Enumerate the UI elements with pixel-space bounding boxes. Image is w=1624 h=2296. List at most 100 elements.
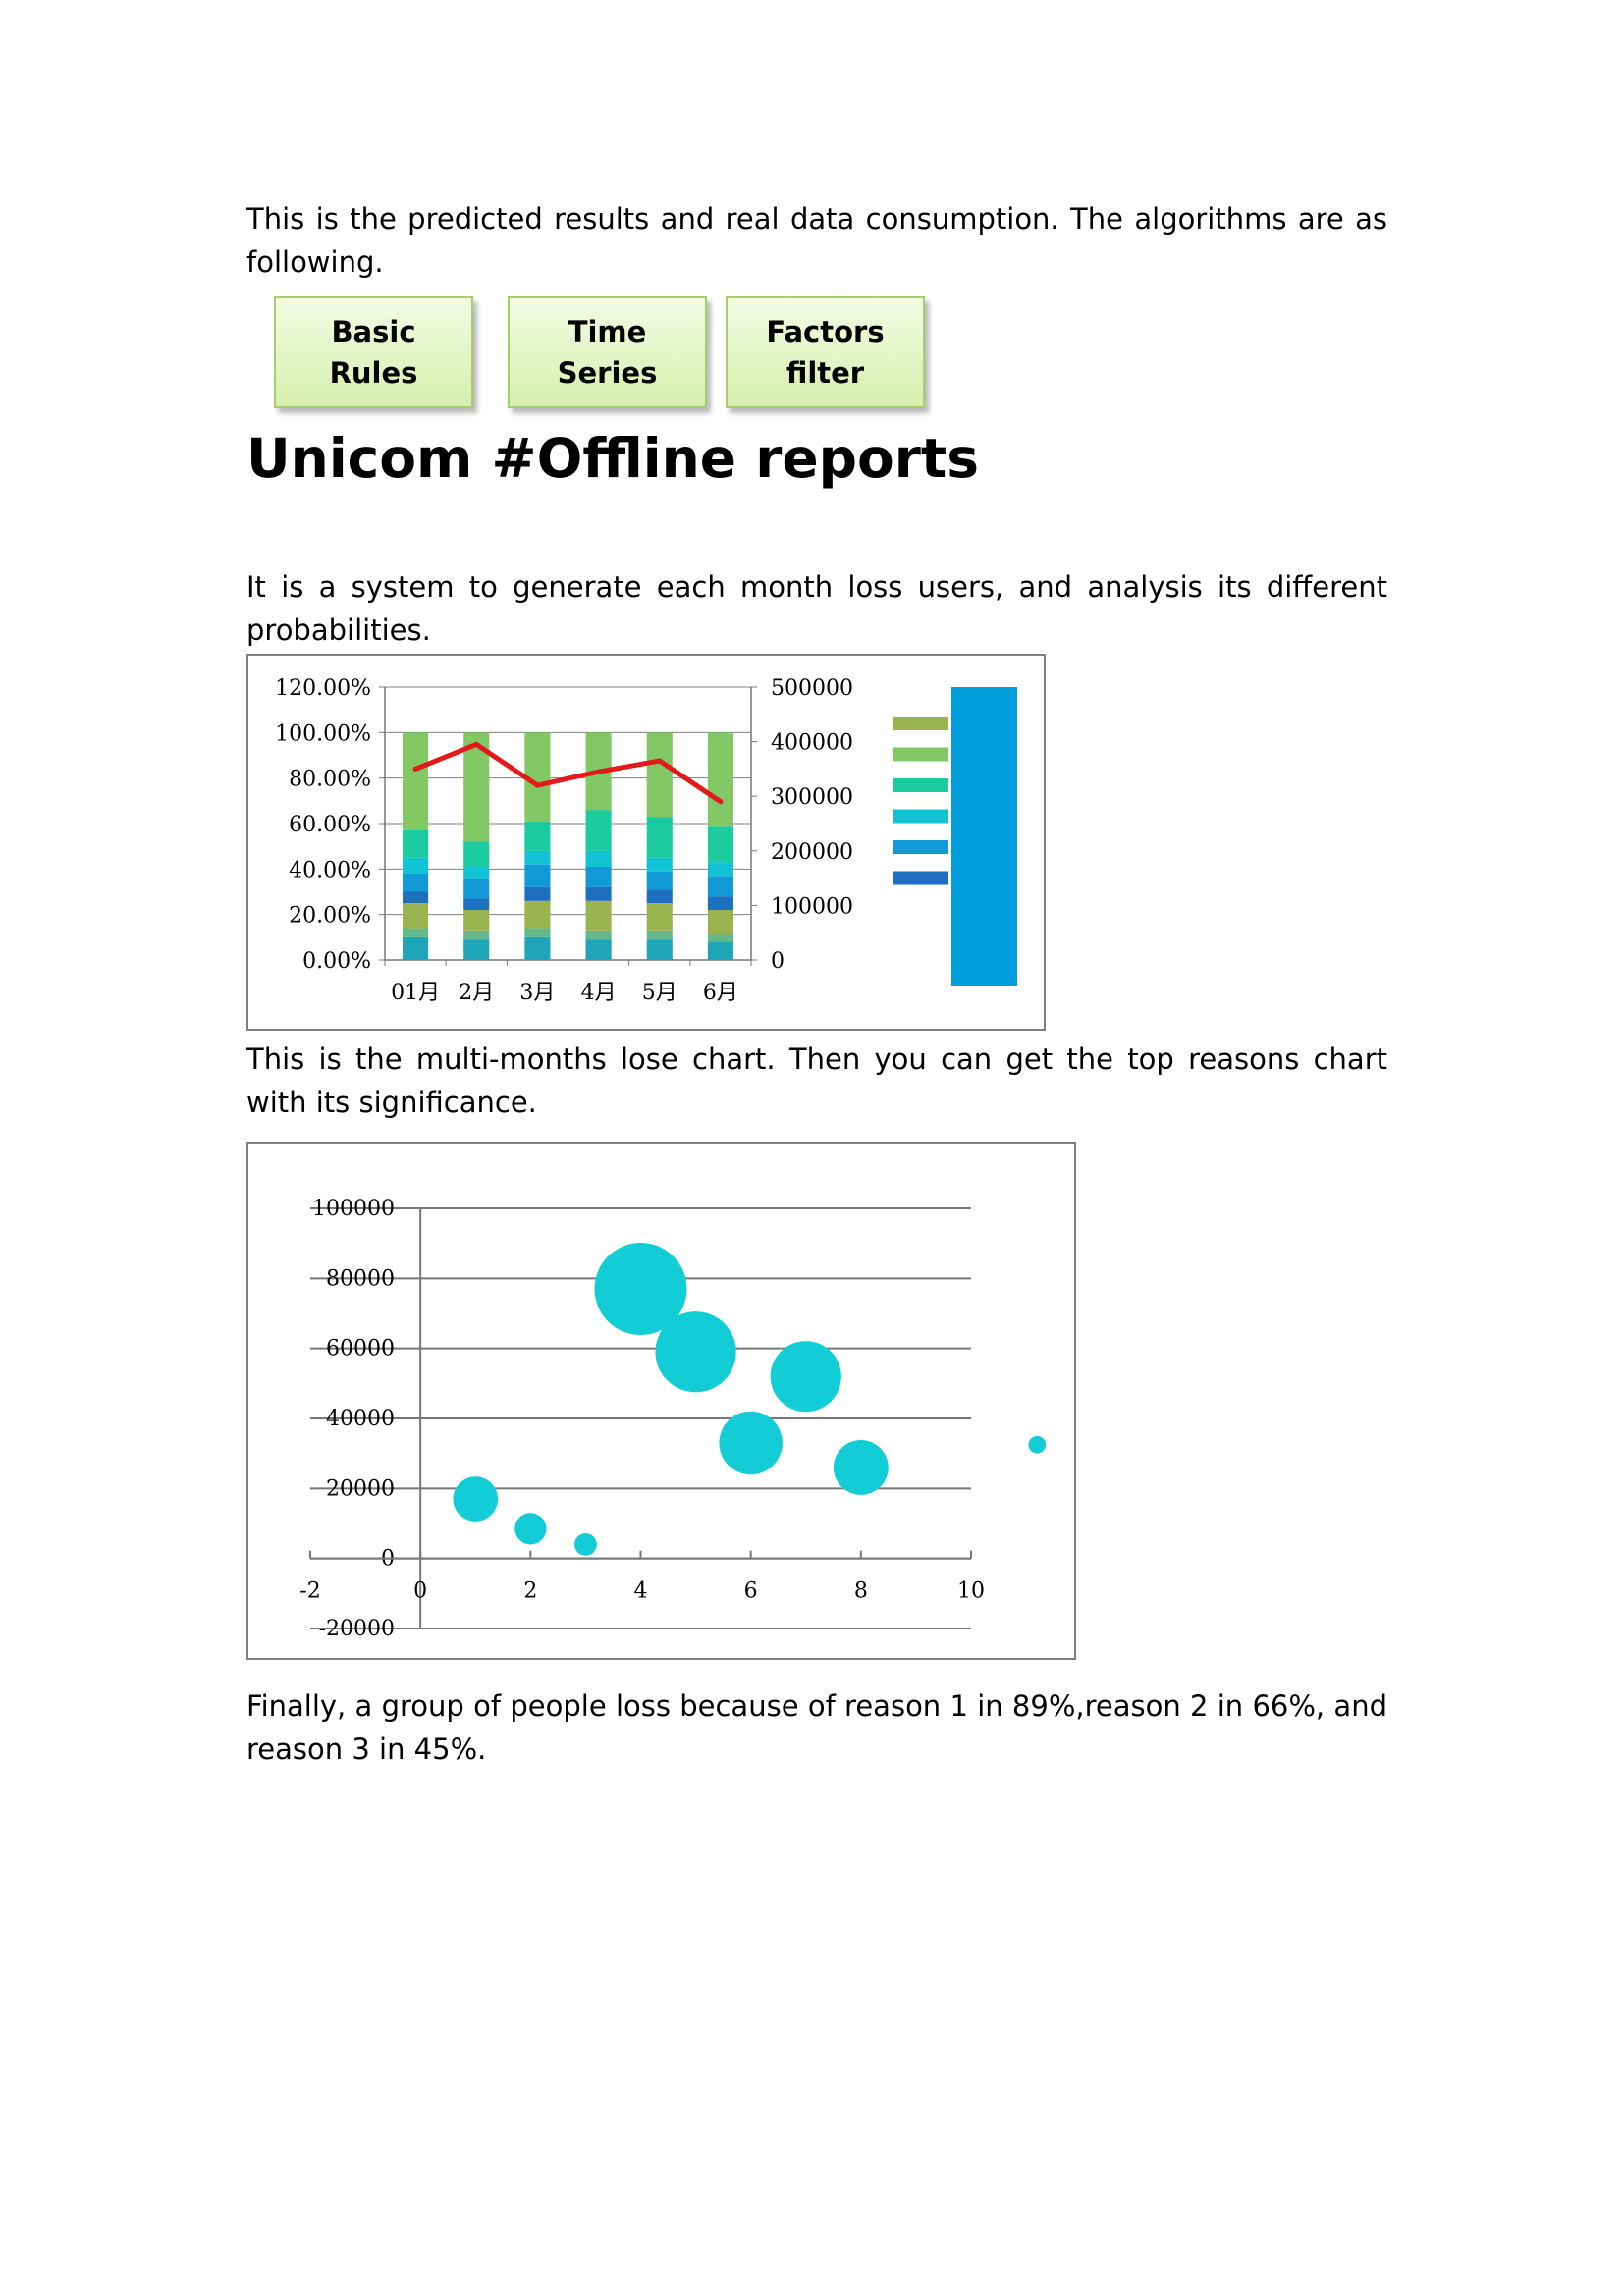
bubble <box>655 1311 735 1392</box>
x-tick-label: 4 <box>634 1579 648 1604</box>
bar-segment <box>647 903 673 931</box>
bar-segment <box>403 903 428 928</box>
y-left-tick-label: 20.00% <box>289 904 371 929</box>
bar-segment <box>708 910 733 934</box>
x-tick-label: 5月 <box>642 981 677 1005</box>
bar-segment <box>463 939 489 960</box>
y-left-tick-label: 0.00% <box>302 949 371 974</box>
y-tick-label: 60000 <box>326 1337 395 1362</box>
x-tick-label: 10 <box>957 1579 985 1604</box>
bar-segment <box>463 931 489 939</box>
bar-segment <box>524 937 550 960</box>
line-point <box>657 759 662 764</box>
bar-segment <box>463 842 489 867</box>
factors-filter-button[interactable]: Factors filter <box>726 296 925 408</box>
x-tick-label: 6月 <box>703 981 738 1005</box>
x-tick-label: 01月 <box>391 981 440 1005</box>
basic-rules-button[interactable]: Basic Rules <box>274 296 473 408</box>
time-series-button[interactable]: Time Series <box>508 296 707 408</box>
y-right-tick-label: 100000 <box>771 894 853 919</box>
bar-segment <box>524 929 550 937</box>
legend-swatch <box>893 778 948 792</box>
line-point <box>718 799 723 804</box>
bar-segment <box>403 937 428 960</box>
y-left-tick-label: 120.00% <box>275 676 371 701</box>
conclusion-paragraph: Finally, a group of people loss because … <box>246 1684 1387 1771</box>
x-tick-label: -2 <box>299 1579 320 1604</box>
bar-segment <box>403 892 428 904</box>
bar-segment <box>463 910 489 931</box>
line-point <box>413 767 418 772</box>
bar-segment <box>403 929 428 937</box>
bar-segment <box>708 732 733 826</box>
legend-swatch <box>893 872 948 885</box>
x-tick-label: 3月 <box>519 981 555 1005</box>
bar-segment <box>403 858 428 874</box>
monthly-loss-chart-svg: 0.00% 20.00% 40.00% 60.00% 80.00% 100.00% 120.… <box>248 656 1048 1033</box>
x-tick-label: 4月 <box>581 981 617 1005</box>
bar-segment <box>463 898 489 910</box>
bubble <box>514 1513 546 1544</box>
y-tick-label: 80000 <box>326 1266 395 1291</box>
bar-segment <box>708 941 733 960</box>
y-tick-label: -20000 <box>319 1617 395 1641</box>
bar-segment <box>647 931 673 939</box>
bar-segment <box>708 935 733 942</box>
legend-swatch <box>893 810 948 824</box>
bar-segment <box>708 826 733 862</box>
intro-paragraph: This is the predicted results and real d… <box>246 197 1387 284</box>
bar-segment <box>647 732 673 817</box>
line-series <box>415 744 721 801</box>
bar-segment <box>524 901 550 929</box>
bubble <box>1028 1436 1046 1454</box>
legend-swatch <box>893 717 948 730</box>
bar-segment <box>586 931 612 939</box>
x-tick-label: 6 <box>744 1579 758 1604</box>
bubble <box>834 1440 889 1495</box>
bar-segment <box>708 896 733 910</box>
bar-segment <box>586 887 612 901</box>
y-right-tick-label: 400000 <box>771 731 853 756</box>
y-tick-label: 100000 <box>312 1197 395 1221</box>
bar-segment <box>586 901 612 931</box>
x-tick-label: 2 <box>523 1579 537 1604</box>
x-tick-label: 0 <box>413 1579 427 1604</box>
y-right-tick-label: 300000 <box>771 785 853 810</box>
legend-swatch <box>893 748 948 762</box>
bar-segment <box>647 872 673 890</box>
bar-segment <box>647 817 673 858</box>
bar-segment <box>708 862 733 876</box>
legend-swatch <box>893 840 948 854</box>
bar-segment <box>586 810 612 851</box>
bar-segment <box>403 732 428 830</box>
bar-segment <box>524 887 550 901</box>
bubble <box>453 1476 498 1522</box>
y-right-tick-label: 0 <box>771 949 785 974</box>
bar-segment <box>647 889 673 903</box>
bar-segment <box>647 858 673 872</box>
bar-segment <box>586 851 612 867</box>
y-right-tick-label: 500000 <box>771 676 853 701</box>
monthly-loss-chart: 0.00% 20.00% 40.00% 60.00% 80.00% 100.00% 120.… <box>246 654 1046 1031</box>
line-point <box>474 742 479 747</box>
bar-segment <box>586 867 612 887</box>
bar-segment <box>524 851 550 865</box>
bar-segment <box>403 830 428 858</box>
x-tick-label: 8 <box>854 1579 868 1604</box>
bubble <box>771 1341 841 1412</box>
bar-segment <box>524 865 550 887</box>
legend-block <box>951 687 1017 986</box>
bar-segment <box>463 879 489 899</box>
bar-segment <box>463 867 489 879</box>
reasons-bubble-chart: -20000 0 20000 40000 60000 80000 100000 -2 0 2 4 6 8… <box>246 1142 1076 1660</box>
y-left-tick-label: 100.00% <box>275 721 371 746</box>
bar-segment <box>647 939 673 960</box>
x-tick-label: 2月 <box>459 981 494 1005</box>
y-tick-label: 40000 <box>326 1407 395 1431</box>
y-left-tick-label: 80.00% <box>289 768 371 792</box>
y-left-tick-label: 60.00% <box>289 813 371 837</box>
line-point <box>596 770 601 774</box>
chart-caption-paragraph: This is the multi-months lose chart. The… <box>246 1038 1387 1124</box>
description-paragraph: It is a system to generate each month lo… <box>246 565 1387 652</box>
